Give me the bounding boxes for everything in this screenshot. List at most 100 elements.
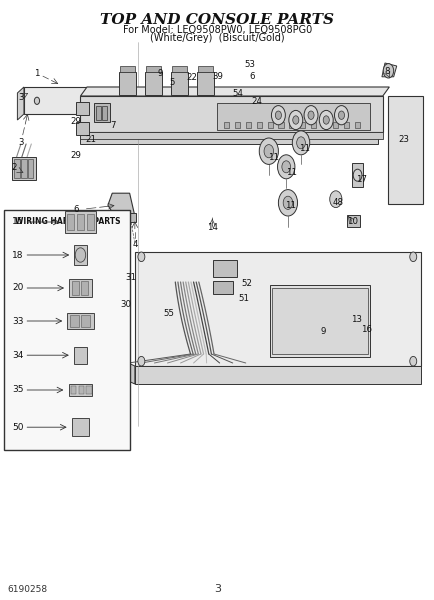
Bar (86, 214, 93, 230)
Bar (299, 122, 305, 128)
Text: (White/Grey)  (Biscuit/Gold): (White/Grey) (Biscuit/Gold) (150, 33, 284, 43)
Bar (81, 315, 90, 327)
Bar (267, 122, 272, 128)
Bar (352, 163, 362, 187)
Polygon shape (122, 360, 135, 384)
Circle shape (296, 137, 305, 149)
Text: 9: 9 (157, 69, 162, 78)
Circle shape (409, 356, 416, 366)
Text: 16: 16 (360, 325, 371, 335)
Bar (12, 157, 36, 180)
Text: 22: 22 (185, 73, 197, 82)
Bar (224, 122, 229, 128)
Text: 35: 35 (12, 385, 23, 395)
Text: 17: 17 (355, 175, 367, 185)
Bar (346, 215, 359, 227)
Text: TOP AND CONSOLE PARTS: TOP AND CONSOLE PARTS (100, 13, 334, 27)
Text: 29: 29 (70, 116, 82, 125)
Text: 5: 5 (169, 78, 174, 87)
Text: 20: 20 (12, 283, 23, 292)
Polygon shape (24, 87, 130, 114)
Circle shape (115, 97, 120, 104)
Text: 13: 13 (350, 314, 362, 323)
Bar (310, 122, 316, 128)
Text: WIRING HARNESS PARTS: WIRING HARNESS PARTS (15, 217, 120, 226)
Text: 2: 2 (11, 163, 16, 173)
Polygon shape (80, 87, 388, 96)
Bar (256, 122, 261, 128)
Text: 6: 6 (249, 72, 254, 81)
Bar (74, 347, 87, 364)
Bar (145, 72, 162, 95)
Text: 3: 3 (18, 138, 23, 147)
Circle shape (288, 110, 302, 130)
Bar (197, 72, 214, 95)
Circle shape (275, 111, 281, 119)
Text: 11: 11 (285, 168, 296, 178)
Text: 4: 4 (132, 240, 137, 250)
Circle shape (263, 145, 273, 158)
Text: 34: 34 (12, 350, 23, 359)
Bar (70, 315, 79, 327)
Text: For Model: LEQ9508PW0, LEQ9508PG0: For Model: LEQ9508PW0, LEQ9508PG0 (122, 25, 312, 35)
Polygon shape (135, 252, 420, 366)
Bar (4, 210, 130, 450)
Bar (198, 66, 213, 72)
Text: 1: 1 (34, 69, 39, 78)
Bar (86, 386, 92, 394)
Bar (118, 72, 136, 95)
Bar (69, 384, 92, 396)
Bar (278, 122, 283, 128)
Circle shape (352, 169, 361, 181)
Bar (109, 213, 135, 222)
Polygon shape (80, 132, 382, 139)
Text: 8: 8 (384, 67, 389, 76)
Circle shape (277, 155, 294, 179)
Text: 31: 31 (125, 272, 137, 281)
Text: 52: 52 (241, 278, 252, 287)
Circle shape (34, 97, 39, 104)
Circle shape (307, 111, 313, 119)
Circle shape (138, 252, 145, 262)
Polygon shape (387, 96, 422, 204)
Bar (67, 313, 93, 329)
Text: 48: 48 (332, 198, 343, 207)
Bar (269, 285, 369, 357)
Circle shape (292, 131, 309, 155)
Bar (72, 281, 79, 295)
Bar (271, 288, 367, 354)
Polygon shape (381, 63, 396, 77)
Bar (332, 122, 337, 128)
Text: 3: 3 (214, 584, 220, 594)
Bar (354, 122, 359, 128)
Bar (77, 214, 84, 230)
Text: 23: 23 (397, 134, 408, 143)
Text: 10: 10 (346, 217, 357, 226)
Circle shape (259, 138, 278, 164)
Text: 18: 18 (12, 251, 23, 259)
Text: 15: 15 (12, 217, 23, 226)
Bar (78, 386, 83, 394)
Circle shape (338, 111, 344, 119)
Bar (213, 281, 232, 294)
Text: 11: 11 (267, 152, 278, 161)
Text: 21: 21 (85, 134, 97, 143)
Polygon shape (80, 133, 378, 144)
Bar (67, 214, 74, 230)
Circle shape (138, 356, 145, 366)
Circle shape (271, 106, 285, 125)
Text: 54: 54 (232, 88, 243, 97)
Bar (71, 386, 76, 394)
Text: 39: 39 (212, 72, 223, 81)
Bar (217, 103, 369, 130)
Circle shape (281, 161, 290, 173)
Circle shape (278, 190, 297, 216)
Text: 30: 30 (120, 300, 132, 310)
Bar (146, 66, 161, 72)
Circle shape (303, 106, 317, 125)
Polygon shape (108, 193, 135, 219)
Bar (21, 159, 26, 178)
Circle shape (322, 116, 329, 124)
Bar (14, 159, 20, 178)
Bar (245, 122, 250, 128)
